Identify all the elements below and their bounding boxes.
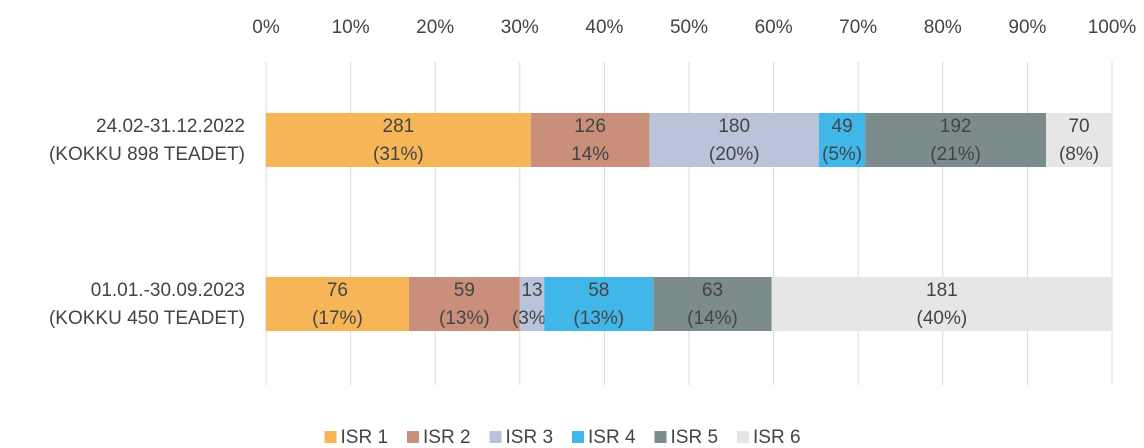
bar-segment: [408, 277, 520, 331]
y-tick-label: (KOKKU 450 TEADET): [49, 308, 245, 329]
x-tick-label: 70%: [839, 17, 877, 38]
data-label: (21%): [930, 144, 981, 165]
data-label: (5%): [822, 144, 862, 165]
data-label: 59: [454, 280, 475, 301]
data-label: 76: [327, 280, 348, 301]
bar-segment: [771, 277, 1112, 331]
legend-swatch: [737, 431, 749, 443]
data-label: (13%): [439, 308, 490, 329]
data-label: (13%): [573, 308, 624, 329]
data-label: (14%): [687, 308, 738, 329]
legend-swatch: [324, 431, 337, 443]
legend-swatch: [654, 431, 667, 443]
bar-segment: [544, 277, 654, 331]
data-label: 49: [832, 116, 853, 137]
legend-swatch: [407, 431, 419, 443]
bar-segment: [819, 113, 866, 167]
data-label: 281: [383, 116, 415, 137]
data-label: 14%: [571, 144, 609, 165]
bar-segment: [1046, 113, 1112, 167]
data-label: 181: [926, 280, 958, 301]
legend-label: ISR 6: [753, 427, 801, 448]
data-label: (17%): [312, 308, 363, 329]
legend-label: ISR 5: [671, 427, 719, 448]
bar-segment: [266, 277, 409, 331]
data-label: 192: [940, 116, 972, 137]
data-label: (20%): [709, 144, 760, 165]
y-tick-label: (KOKKU 898 TEADET): [49, 144, 245, 165]
x-tick-label: 90%: [1008, 17, 1046, 38]
bar-segment: [519, 277, 545, 331]
x-tick-label: 100%: [1088, 17, 1137, 38]
data-label: 126: [574, 116, 606, 137]
bar-segment: [530, 113, 650, 167]
legend-swatch: [489, 431, 502, 443]
x-tick-label: 40%: [585, 17, 623, 38]
bar-segment: [266, 113, 531, 167]
legend-label: ISR 3: [506, 427, 554, 448]
bar-segment: [649, 113, 820, 167]
legend-label: ISR 2: [423, 427, 471, 448]
legend-swatch: [572, 431, 584, 443]
y-tick-label: 01.01.-30.09.2023: [91, 280, 245, 301]
data-label: 63: [702, 280, 723, 301]
data-label: (8%): [1059, 144, 1099, 165]
data-label: (31%): [373, 144, 424, 165]
legend-label: ISR 1: [341, 427, 389, 448]
data-label: (40%): [917, 308, 968, 329]
x-tick-label: 20%: [416, 17, 454, 38]
x-tick-label: 80%: [924, 17, 962, 38]
bar-segment: [865, 113, 1047, 167]
bar-segment: [653, 277, 772, 331]
legend-label: ISR 4: [588, 427, 636, 448]
x-tick-label: 0%: [252, 17, 280, 38]
x-tick-label: 50%: [670, 17, 708, 38]
data-label: 13: [521, 280, 542, 301]
x-tick-label: 10%: [332, 17, 370, 38]
data-label: (3%): [512, 308, 552, 329]
y-tick-label: 24.02-31.12.2022: [96, 116, 245, 137]
data-label: 180: [718, 116, 750, 137]
data-label: 70: [1068, 116, 1089, 137]
data-label: 58: [588, 280, 609, 301]
x-tick-label: 30%: [501, 17, 539, 38]
x-tick-label: 60%: [755, 17, 793, 38]
